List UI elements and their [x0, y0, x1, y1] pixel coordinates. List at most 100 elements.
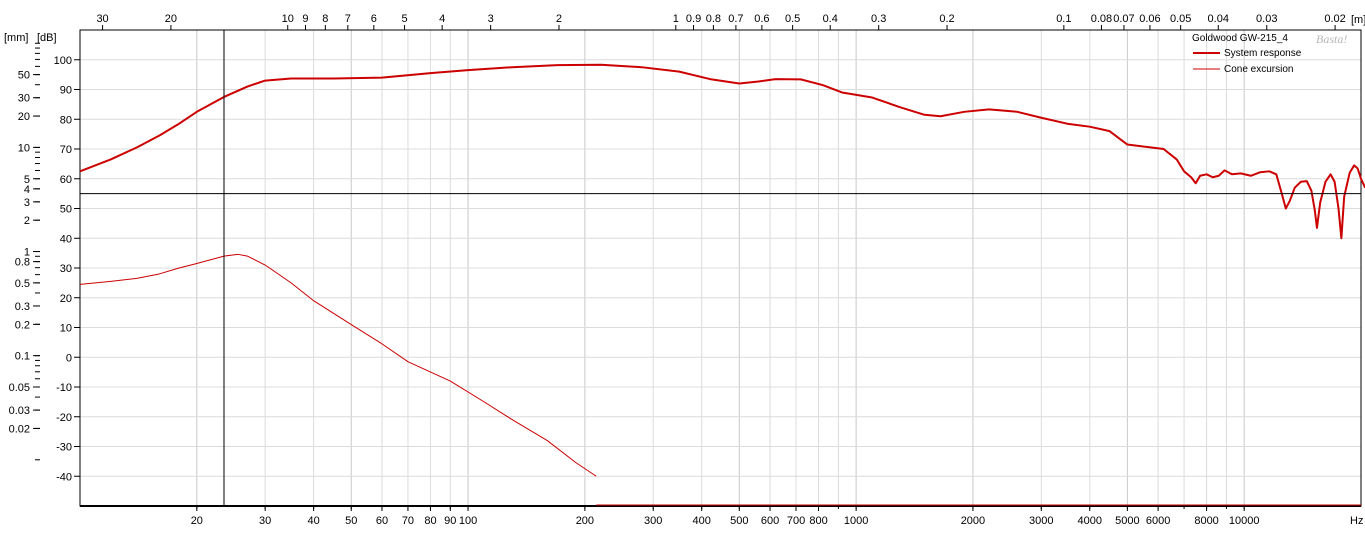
mm-tick-label: 0.05: [9, 382, 30, 394]
left-axis-unit-db: [dB]: [37, 32, 57, 44]
db-tick-label: -30: [56, 442, 72, 454]
db-tick-label: 100: [54, 55, 72, 67]
axes: 20 30 40 50 60 70 80 90 100 200 300 400 500 600 700 800…: [9, 13, 1362, 527]
db-tick-label: 50: [60, 204, 72, 216]
top-tick-label: 20: [165, 13, 177, 25]
x-tick-label: 100: [459, 515, 477, 527]
watermark: Basta!: [1316, 32, 1347, 46]
series-lines: [79, 63, 1365, 506]
mm-tick-label: 50: [18, 70, 30, 82]
top-axis-unit: [m]: [1351, 14, 1365, 26]
x-tick-label: 300: [644, 515, 662, 527]
x-tick-label: 600: [761, 515, 779, 527]
top-tick-label: 10: [282, 13, 294, 25]
mm-tick-label: 3: [24, 197, 30, 209]
top-tick-label: 0.03: [1256, 13, 1277, 25]
x-tick-label: 4000: [1078, 515, 1102, 527]
top-tick-label: 0.9: [686, 13, 701, 25]
top-tick-label: 0.06: [1139, 13, 1160, 25]
db-tick-label: -40: [56, 471, 72, 483]
top-tick-label: 6: [371, 13, 377, 25]
x-tick-label: 50: [345, 515, 357, 527]
mm-tick-label: 20: [18, 111, 30, 123]
mm-tick-label: 10: [18, 142, 30, 154]
top-tick-label: 30: [96, 13, 108, 25]
x-tick-label: 90: [444, 515, 456, 527]
x-tick-label: 700: [787, 515, 805, 527]
db-tick-label: 30: [60, 263, 72, 275]
x-tick-label: 10000: [1229, 515, 1260, 527]
top-tick-label: 0.6: [754, 13, 769, 25]
top-tick-label: 9: [302, 13, 308, 25]
top-tick-label: 0.3: [871, 13, 886, 25]
mm-tick-label: 0.3: [15, 301, 30, 313]
x-tick-label: 500: [730, 515, 748, 527]
top-tick-label: 0.1: [1056, 13, 1071, 25]
mm-tick-label: 0.2: [15, 319, 30, 331]
top-tick-label: 4: [439, 13, 445, 25]
top-tick-label: 0.8: [706, 13, 721, 25]
x-tick-label: 1000: [844, 515, 868, 527]
top-tick-label: 0.7: [728, 13, 743, 25]
mm-tick-label: 0.03: [9, 405, 30, 417]
x-tick-label: 40: [308, 515, 320, 527]
top-tick-label: 0.08: [1091, 13, 1112, 25]
mm-tick-label: 4: [24, 184, 30, 196]
x-tick-label: 6000: [1146, 515, 1170, 527]
x-tick-label: 20: [191, 515, 203, 527]
x-tick-label: 5000: [1115, 515, 1139, 527]
db-tick-label: 20: [60, 293, 72, 305]
mm-tick-label: 0.1: [15, 351, 30, 363]
top-tick-label: 0.4: [823, 13, 838, 25]
series-line-system-response: [79, 63, 1365, 240]
grid: [80, 30, 1361, 506]
mm-tick-label: 5: [24, 174, 30, 186]
x-tick-label: 200: [576, 515, 594, 527]
mm-tick-label: 0.8: [15, 257, 30, 269]
top-tick-label: 0.04: [1208, 13, 1229, 25]
mm-tick-label: 0.02: [9, 423, 30, 435]
mm-tick-label: 0.5: [15, 278, 30, 290]
top-tick-label: 0.07: [1113, 13, 1134, 25]
x-tick-label: 3000: [1029, 515, 1053, 527]
x-axis-label: Hz: [1350, 515, 1363, 527]
top-tick-label: 0.2: [939, 13, 954, 25]
db-tick-label: 60: [60, 174, 72, 186]
db-tick-label: -10: [56, 382, 72, 394]
x-tick-label: 30: [259, 515, 271, 527]
x-tick-label: 80: [424, 515, 436, 527]
top-tick-label: 8: [322, 13, 328, 25]
mm-tick-label: 30: [18, 93, 30, 105]
x-tick-label: 60: [376, 515, 388, 527]
top-tick-label: 5: [401, 13, 407, 25]
legend-title: Goldwood GW-215_4: [1192, 33, 1288, 44]
db-tick-label: -20: [56, 412, 72, 424]
legend-label-system-response: System response: [1224, 48, 1302, 59]
top-tick-label: 2: [556, 13, 562, 25]
db-tick-label: 70: [60, 144, 72, 156]
left-axis-unit-mm: [mm]: [4, 32, 28, 44]
series-line-cone-excursion: [79, 253, 597, 477]
x-tick-label: 8000: [1194, 515, 1218, 527]
db-tick-label: 80: [60, 114, 72, 126]
top-tick-label: 7: [345, 13, 351, 25]
db-tick-label: 0: [66, 352, 72, 364]
x-tick-label: 70: [402, 515, 414, 527]
mm-tick-label: 1: [24, 247, 30, 259]
top-tick-label: 1: [673, 13, 679, 25]
db-tick-label: 40: [60, 233, 72, 245]
legend: Goldwood GW-215_4 System response Cone e…: [1192, 33, 1302, 75]
cursor-crosshair[interactable]: [80, 30, 1361, 506]
legend-label-cone-excursion: Cone excursion: [1224, 64, 1293, 75]
x-tick-label: 800: [809, 515, 827, 527]
db-tick-label: 90: [60, 85, 72, 97]
x-tick-label: 400: [693, 515, 711, 527]
mm-tick-label: 2: [24, 215, 30, 227]
top-tick-label: 0.5: [785, 13, 800, 25]
top-tick-label: 0.02: [1324, 13, 1345, 25]
x-tick-label: 2000: [961, 515, 985, 527]
top-tick-label: 0.05: [1170, 13, 1191, 25]
db-tick-label: 10: [60, 323, 72, 335]
